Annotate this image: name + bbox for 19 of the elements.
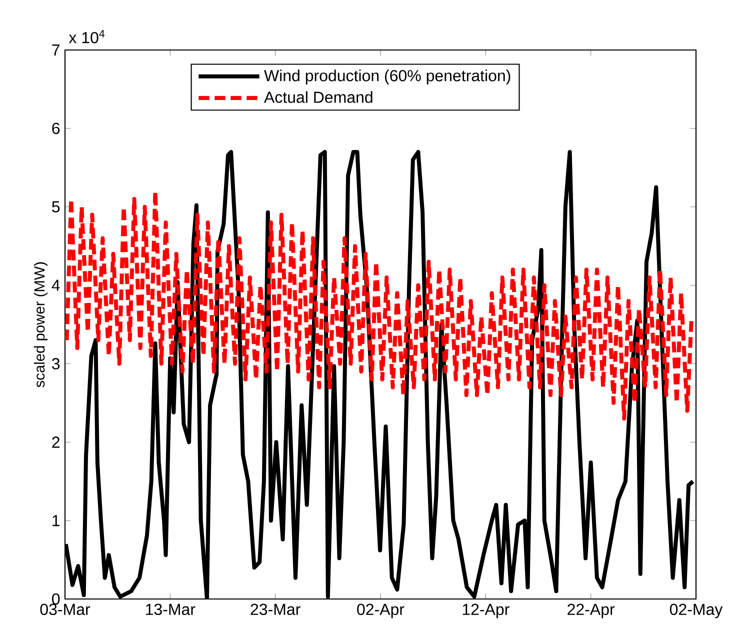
y-tick-label: 4 [52, 280, 60, 291]
x-tick-label: 13-Mar [146, 604, 196, 616]
x-tick-label: 02-Apr [357, 604, 404, 618]
x-tick-label: 12-Apr [462, 604, 510, 618]
x-tick-label: 03-Mar [40, 604, 90, 616]
y-axis-title: scaled power (MW) [34, 262, 48, 388]
text: x 10$^{4}$ [68, 30, 105, 44]
x-tick-label: 23-Mar [250, 604, 300, 616]
y-tick-label: 7 [52, 44, 60, 56]
x-tick-label: 02-May [670, 604, 723, 618]
y-tick-label: 5 [52, 201, 60, 212]
x-tick-label: 22-Apr [568, 604, 615, 618]
y-tick-label: 3 [52, 358, 60, 370]
y-tick-label: 2 [52, 436, 60, 448]
y-tick-label: 1 [52, 515, 60, 526]
legend-label: Wind production (60% penetration) [264, 70, 510, 85]
y-tick-label: 0 [52, 593, 60, 605]
legend-label: Actual Demand [264, 91, 372, 103]
y-tick-label: 6 [52, 122, 60, 134]
